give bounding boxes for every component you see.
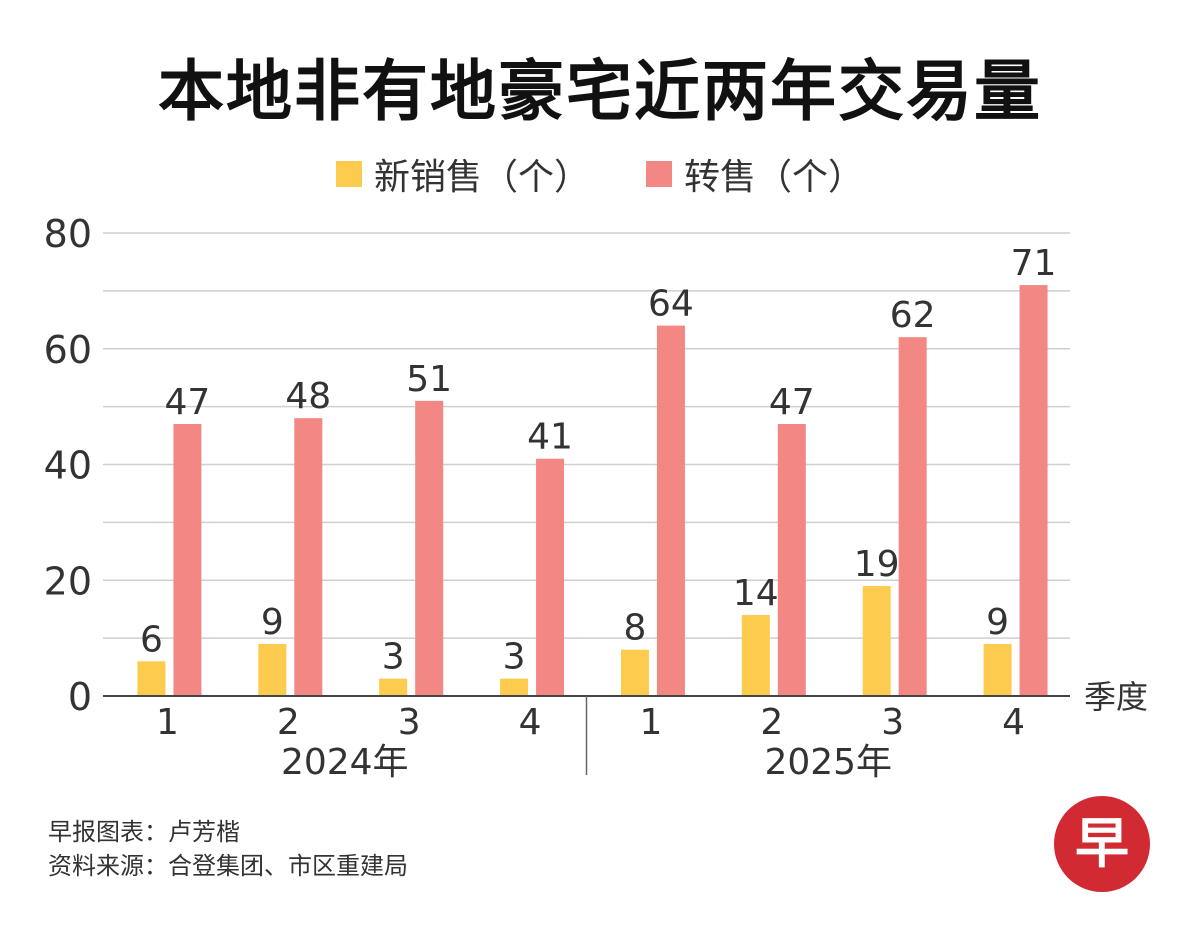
bar-new-sales xyxy=(258,643,287,696)
year-group-label: 2024年 xyxy=(281,742,409,783)
y-tick-label: 80 xyxy=(44,212,92,256)
bar-new-sales xyxy=(741,614,770,696)
x-tick-label: 3 xyxy=(881,702,904,743)
bar-label-resale: 48 xyxy=(285,376,331,417)
logo-circle xyxy=(1054,796,1150,892)
x-axis-title: 季度 xyxy=(1084,678,1148,716)
bar-label-new-sales: 8 xyxy=(623,608,646,649)
legend-swatch-resale xyxy=(646,161,672,187)
bar-resale xyxy=(294,418,323,696)
chart-title: 本地非有地豪宅近两年交易量 xyxy=(158,53,1042,130)
bar-resale xyxy=(536,458,565,696)
bar-label-resale: 47 xyxy=(769,382,815,423)
bar-new-sales xyxy=(862,586,891,696)
bar-label-new-sales: 3 xyxy=(503,637,526,678)
bar-label-new-sales: 9 xyxy=(261,602,284,643)
legend-label-resale: 转售（个） xyxy=(684,157,865,198)
y-tick-label: 0 xyxy=(68,675,92,719)
year-group-label: 2025年 xyxy=(764,742,892,783)
legend-swatch-new-sales xyxy=(335,161,362,187)
bar-resale xyxy=(898,337,927,696)
credit-line: 早报图表：卢芳楷 xyxy=(48,818,240,846)
bar-label-resale: 64 xyxy=(648,284,694,325)
y-tick-label: 60 xyxy=(44,328,92,372)
bar-label-resale: 41 xyxy=(527,417,573,458)
legend-label-new-sales: 新销售（个） xyxy=(373,157,590,198)
bar-label-resale: 51 xyxy=(406,359,452,400)
bars xyxy=(137,285,1048,696)
grid-lines xyxy=(103,232,1070,639)
legend-item-resale: 转售（个） xyxy=(646,148,864,200)
bar-resale xyxy=(656,325,685,696)
x-tick-label: 1 xyxy=(156,702,179,743)
bar-value-labels: 6 47 9 48 3 51 3 41 8 64 14 47 19 62 9 71 xyxy=(140,243,1056,678)
bar-label-resale: 71 xyxy=(1011,243,1057,284)
zaobao-logo-icon: 早 xyxy=(1054,796,1150,892)
bar-new-sales xyxy=(620,649,649,696)
legend: 新销售（个） 转售（个） xyxy=(0,148,1200,200)
bar-new-sales xyxy=(500,678,529,696)
data-source-line: 资料来源：合登集团、市区重建局 xyxy=(48,852,408,880)
source-note: 早报图表：卢芳楷 资料来源：合登集团、市区重建局 xyxy=(48,815,408,883)
bar-label-new-sales: 9 xyxy=(986,602,1009,643)
bar-resale xyxy=(1019,285,1048,696)
bar-label-new-sales: 6 xyxy=(140,619,163,660)
logo-text: 早 xyxy=(1075,812,1129,875)
bar-new-sales xyxy=(379,678,408,696)
x-tick-label: 2 xyxy=(760,702,783,743)
bar-label-new-sales: 3 xyxy=(382,637,405,678)
x-tick-label: 1 xyxy=(639,702,662,743)
x-tick-label: 2 xyxy=(277,702,300,743)
bar-new-sales xyxy=(137,661,166,696)
bar-resale xyxy=(777,423,806,696)
y-tick-label: 20 xyxy=(44,559,92,603)
bar-label-resale: 47 xyxy=(165,382,211,423)
bar-new-sales xyxy=(983,643,1012,696)
bar-label-new-sales: 14 xyxy=(733,573,779,614)
y-tick-label: 40 xyxy=(44,444,92,488)
x-tick-label: 3 xyxy=(398,702,421,743)
bar-resale xyxy=(415,400,444,696)
x-tick-label: 4 xyxy=(519,702,542,743)
legend-item-new-sales: 新销售（个） xyxy=(335,148,590,200)
x-tick-label: 4 xyxy=(1002,702,1025,743)
bar-label-new-sales: 19 xyxy=(854,544,900,585)
bar-resale xyxy=(173,423,202,696)
bar-label-resale: 62 xyxy=(890,295,936,336)
